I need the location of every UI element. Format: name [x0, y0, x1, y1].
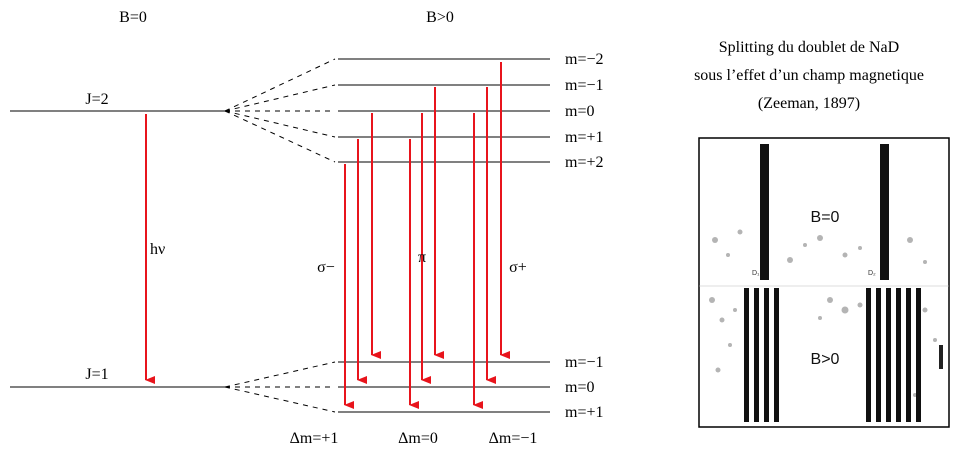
- pi-label: π: [418, 249, 426, 266]
- delta-m-minus1-label: Δm=−1: [489, 430, 538, 447]
- photo-noise: [709, 229, 937, 397]
- upper-sublevel-label: m=0: [565, 103, 594, 120]
- caption-line-3: (Zeeman, 1897): [758, 95, 860, 112]
- split-lines-d1: [744, 288, 779, 422]
- upper-sublevel-label: m=+2: [565, 154, 604, 171]
- header-b-positive: B>0: [426, 9, 454, 26]
- plate-label-b-zero: B=0: [811, 209, 840, 226]
- upper-sublevel-label: m=+1: [565, 129, 604, 146]
- upper-splitting-dashes: [224, 58, 336, 163]
- lower-level-label: J=1: [85, 366, 108, 383]
- spectral-line-d1-unsplit: [760, 144, 769, 280]
- upper-sublevel-label: m=−1: [565, 77, 604, 94]
- photo-noise-streak: [939, 345, 943, 369]
- spectrum-photo-frame: [698, 137, 950, 428]
- upper-sublevel-label: m=−2: [565, 51, 604, 68]
- photon-label: hν: [150, 241, 165, 258]
- sigma-plus-label: σ+: [509, 259, 527, 276]
- transition-arrows: [344, 62, 510, 409]
- plate-label-b-positive: B>0: [811, 351, 840, 368]
- caption-line-1: Splitting du doublet de NaD: [719, 39, 899, 56]
- delta-m-plus1-label: Δm=+1: [290, 430, 339, 447]
- sigma-minus-label: σ−: [317, 259, 335, 276]
- caption-line-2: sous l’effet d’un champ magnetique: [694, 67, 924, 84]
- delta-m-zero-label: Δm=0: [398, 430, 438, 447]
- lower-sublevel-label: m=−1: [565, 354, 604, 371]
- lower-sublevel-label: m=0: [565, 379, 594, 396]
- spectrum-photo: D₁ D₂ B=0 B>0: [698, 137, 950, 428]
- upper-level-label: J=2: [85, 91, 108, 108]
- spectral-line-d2-unsplit: [880, 144, 889, 280]
- split-lines-d2: [866, 288, 921, 422]
- d1-label: D₁: [752, 270, 760, 277]
- lower-sublevel-label: m=+1: [565, 404, 604, 421]
- header-b-zero: B=0: [119, 9, 147, 26]
- d2-label: D₂: [868, 270, 876, 277]
- lower-splitting-dashes: [224, 361, 336, 413]
